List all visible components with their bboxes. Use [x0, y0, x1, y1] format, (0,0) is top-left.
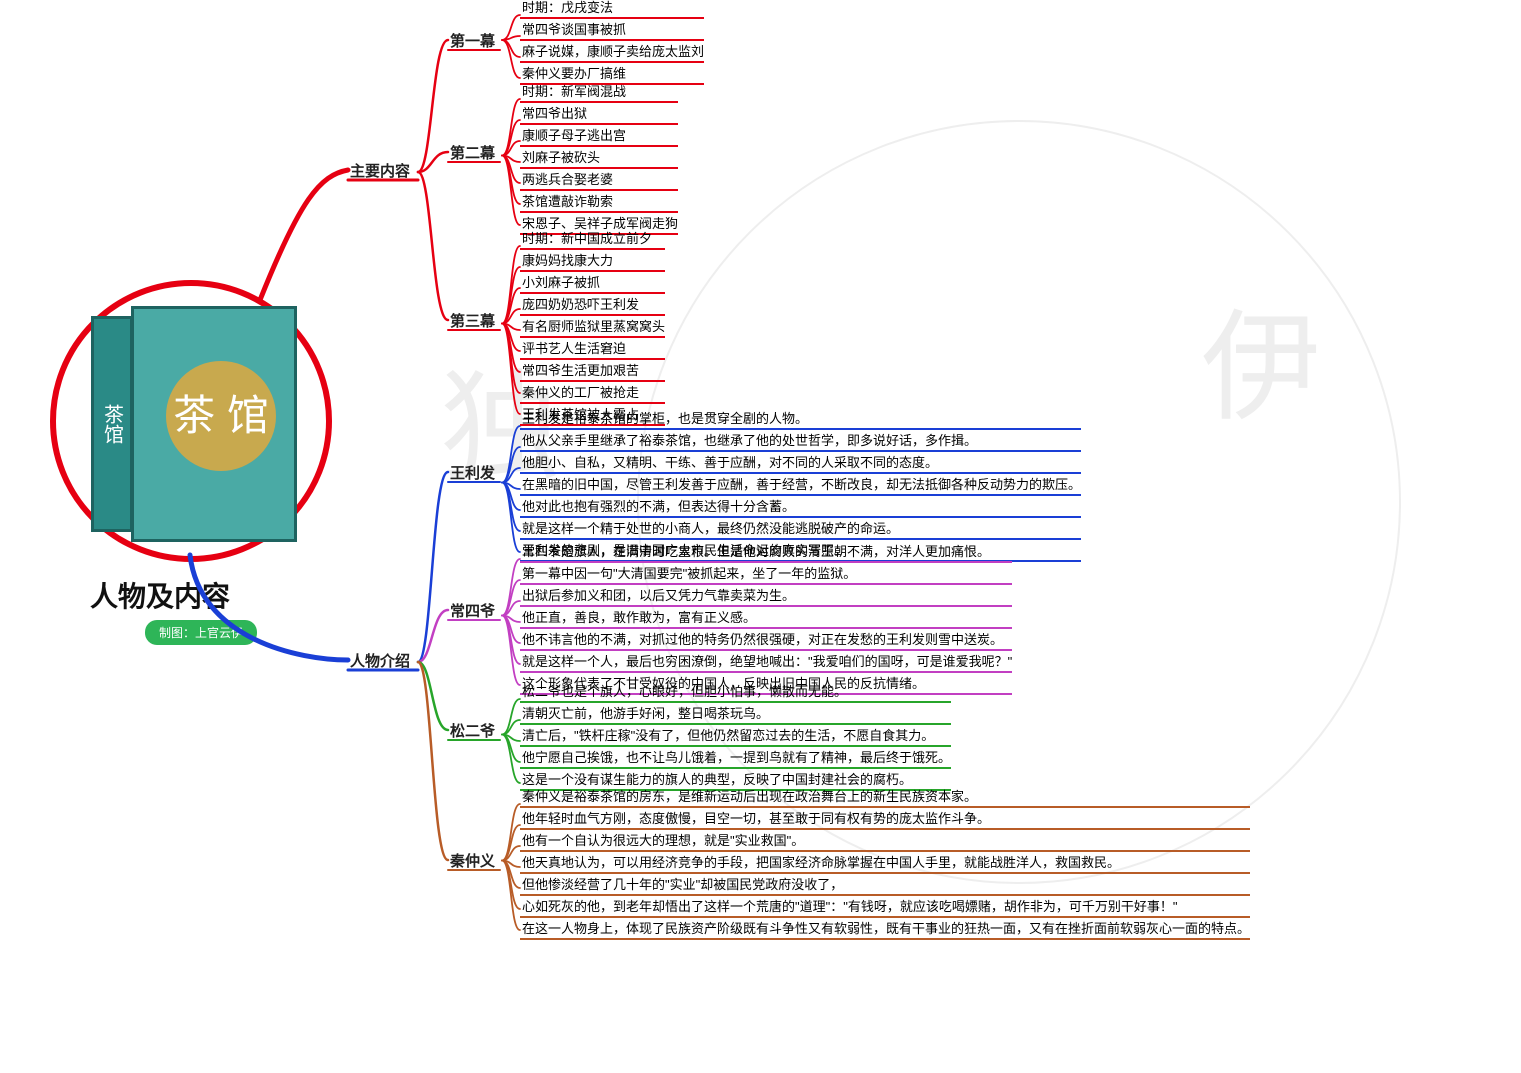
act1-label: 第一幕	[450, 30, 495, 51]
leaf-item: 秦仲义的工厂被抢走	[520, 385, 665, 404]
leaf-item: 心如死灰的他，到老年却悟出了这样一个荒唐的"道理"："有钱呀，就应该吃喝嫖赌，胡…	[520, 899, 1250, 918]
leaf-item: 两逃兵合娶老婆	[520, 172, 678, 191]
leaf-item: 他天真地认为，可以用经济竞争的手段，把国家经济命脉掌握在中国人手里，就能战胜洋人…	[520, 855, 1250, 874]
leaf-item: 出狱后参加义和团，以后又凭力气靠卖菜为生。	[520, 588, 1012, 607]
act3-label: 第三幕	[450, 310, 495, 331]
leaf-item: 他对此也抱有强烈的不满，但表达得十分含蓄。	[520, 499, 1081, 518]
leaves-a3: 时期：新中国成立前夕康妈妈找康大力小刘麻子被抓庞四奶奶恐吓王利发有名厨师监狱里蒸…	[520, 231, 665, 429]
leaf-item: 常四爷生活更加艰苦	[520, 363, 665, 382]
book-moon: 茶 馆	[166, 361, 276, 471]
leaf-item: 清亡后，"铁杆庄稼"没有了，但他仍然留恋过去的生活，不愿自食其力。	[520, 728, 951, 747]
leaf-item: 时期：新军阀混战	[520, 84, 678, 103]
p-qzy-label: 秦仲义	[450, 850, 495, 871]
leaf-item: 庞四奶奶恐吓王利发	[520, 297, 665, 316]
book-icon: 茶馆 茶 馆	[91, 306, 291, 536]
p-sey-label: 松二爷	[450, 720, 495, 741]
leaf-item: 评书艺人生活窘迫	[520, 341, 665, 360]
credit-badge: 制图：上官云伊	[145, 620, 257, 645]
leaf-item: 常四爷出狱	[520, 106, 678, 125]
leaf-item: 他胆小、自私，又精明、干练、善于应酬，对不同的人采取不同的态度。	[520, 455, 1081, 474]
leaves-csy: 常四爷是旗人，在满清时吃皇粮。但是他对腐败的清王朝不满，对洋人更加痛恨。第一幕中…	[520, 544, 1012, 698]
leaves-a1: 时期：戊戌变法常四爷谈国事被抓麻子说媒，康顺子卖给庞太监刘秦仲义要办厂搞维	[520, 0, 704, 88]
trunk-people: 人物介绍	[350, 650, 410, 671]
leaf-item: 常四爷谈国事被抓	[520, 22, 704, 41]
leaf-item: 茶馆遭敲诈勒索	[520, 194, 678, 213]
leaves-sey: 松二爷也是个旗人，心眼好，但胆小怕事，懒散而无能。清朝灭亡前，他游手好闲，整日喝…	[520, 684, 951, 794]
leaf-item: 他有一个自认为很远大的理想，就是"实业救国"。	[520, 833, 1250, 852]
leaf-item: 就是这样一个精于处世的小商人，最终仍然没能逃脱破产的命运。	[520, 521, 1081, 540]
book-spine: 茶馆	[91, 316, 133, 532]
leaf-item: 他年轻时血气方刚，态度傲慢，目空一切，甚至敢于同有权有势的庞太监作斗争。	[520, 811, 1250, 830]
leaf-item: 秦仲义是裕泰茶馆的房东，是维新运动后出现在政治舞台上的新生民族资本家。	[520, 789, 1250, 808]
p-csy-label: 常四爷	[450, 600, 495, 621]
leaf-item: 康妈妈找康大力	[520, 253, 665, 272]
leaf-item: 有名厨师监狱里蒸窝窝头	[520, 319, 665, 338]
root-circle: 茶馆 茶 馆	[50, 280, 332, 562]
root-title: 人物及内容	[90, 575, 230, 615]
leaf-item: 麻子说媒，康顺子卖给庞太监刘	[520, 44, 704, 63]
leaf-item: 时期：戊戌变法	[520, 0, 704, 19]
leaf-item: 时期：新中国成立前夕	[520, 231, 665, 250]
leaf-item: 他正直，善良，敢作敢为，富有正义感。	[520, 610, 1012, 629]
p-wlf-label: 王利发	[450, 462, 495, 483]
leaf-item: 清朝灭亡前，他游手好闲，整日喝茶玩鸟。	[520, 706, 951, 725]
leaf-item: 秦仲义要办厂搞维	[520, 66, 704, 85]
leaves-wlf: 王利发是裕泰茶馆的掌柜，也是贯穿全剧的人物。他从父亲手里继承了裕泰茶馆，也继承了…	[520, 411, 1081, 565]
leaf-item: 松二爷也是个旗人，心眼好，但胆小怕事，懒散而无能。	[520, 684, 951, 703]
leaf-item: 刘麻子被砍头	[520, 150, 678, 169]
leaf-item: 他不讳言他的不满，对抓过他的特务仍然很强硬，对正在发愁的王利发则雪中送炭。	[520, 632, 1012, 651]
trunk-content: 主要内容	[350, 160, 410, 181]
leaf-item: 就是这样一个人，最后也穷困潦倒，绝望地喊出："我爱咱们的国呀，可是谁爱我呢？"	[520, 654, 1012, 673]
leaf-item: 他宁愿自己挨饿，也不让鸟儿饿着，一提到鸟就有了精神，最后终于饿死。	[520, 750, 951, 769]
leaf-item: 但他惨淡经营了几十年的"实业"却被国民党政府没收了，	[520, 877, 1250, 896]
leaf-item: 在这一人物身上，体现了民族资产阶级既有斗争性又有软弱性，既有干事业的狂热一面，又…	[520, 921, 1250, 940]
leaf-item: 康顺子母子逃出宫	[520, 128, 678, 147]
act2-label: 第二幕	[450, 142, 495, 163]
leaf-item: 小刘麻子被抓	[520, 275, 665, 294]
leaf-item: 王利发是裕泰茶馆的掌柜，也是贯穿全剧的人物。	[520, 411, 1081, 430]
leaf-item: 他从父亲手里继承了裕泰茶馆，也继承了他的处世哲学，即多说好话，多作揖。	[520, 433, 1081, 452]
leaf-item: 在黑暗的旧中国，尽管王利发善于应酬，善于经营，不断改良，却无法抵御各种反动势力的…	[520, 477, 1081, 496]
leaves-qzy: 秦仲义是裕泰茶馆的房东，是维新运动后出现在政治舞台上的新生民族资本家。他年轻时血…	[520, 789, 1250, 943]
leaf-item: 第一幕中因一句"大清国要完"被抓起来，坐了一年的监狱。	[520, 566, 1012, 585]
leaf-item: 常四爷是旗人，在满清时吃皇粮。但是他对腐败的清王朝不满，对洋人更加痛恨。	[520, 544, 1012, 563]
leaves-a2: 时期：新军阀混战常四爷出狱康顺子母子逃出宫刘麻子被砍头两逃兵合娶老婆茶馆遭敲诈勒…	[520, 84, 678, 238]
